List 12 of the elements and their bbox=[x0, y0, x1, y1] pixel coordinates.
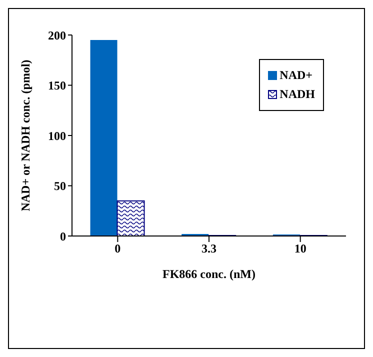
x-tick-label: 10 bbox=[294, 242, 306, 256]
y-tick-label: 150 bbox=[48, 78, 66, 93]
legend-label: NADH bbox=[280, 87, 315, 102]
y-tick-label: 50 bbox=[54, 179, 66, 194]
y-tick-label: 100 bbox=[48, 128, 66, 143]
y-axis-title: NAD+ or NADH conc. (pmol) bbox=[18, 60, 32, 212]
x-axis-title: FK866 conc. (nM) bbox=[162, 267, 256, 281]
x-tick-label: 0 bbox=[114, 242, 121, 256]
x-tick-label: 3.3 bbox=[202, 242, 216, 256]
legend-label: NAD+ bbox=[280, 68, 312, 83]
y-tick-label: 0 bbox=[60, 229, 66, 244]
y-tick-label: 200 bbox=[48, 28, 66, 42]
